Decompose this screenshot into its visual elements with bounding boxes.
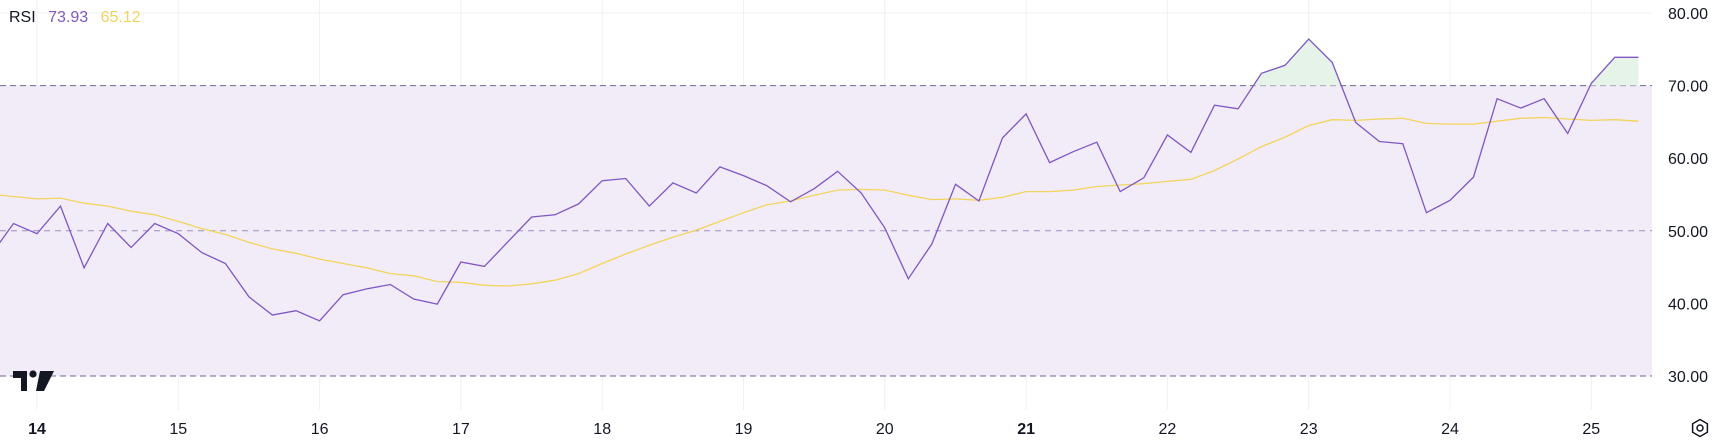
rsi-value: 73.93: [48, 9, 89, 26]
x-tick-label: 23: [1300, 421, 1318, 438]
tradingview-logo-icon[interactable]: [13, 370, 55, 392]
overbought-fill-area: [1590, 57, 1639, 86]
x-tick-label: 19: [735, 421, 753, 438]
x-tick-label: 16: [311, 421, 329, 438]
y-tick-label: 80.00: [1668, 6, 1708, 23]
y-tick-label: 30.00: [1668, 369, 1708, 386]
time-axis[interactable]: 14 15 16 17 18 19 20 21 22 23 24 25: [28, 421, 1600, 438]
x-tick-label: 18: [593, 421, 611, 438]
x-tick-label: 25: [1582, 421, 1600, 438]
indicator-legend[interactable]: RSI 73.93 65.12: [9, 9, 149, 27]
ma-value: 65.12: [100, 9, 141, 26]
price-axis[interactable]: 30.00 40.00 50.00 60.00 70.00 80.00: [1668, 6, 1708, 386]
x-tick-label: 20: [876, 421, 894, 438]
x-tick-label: 14: [28, 421, 46, 438]
rsi-series-line: [0, 38, 1639, 322]
indicator-name: RSI: [9, 9, 36, 26]
rsi-band: [0, 85, 1652, 377]
x-tick-label: 22: [1159, 421, 1177, 438]
y-tick-label: 70.00: [1668, 79, 1708, 96]
y-tick-label: 50.00: [1668, 224, 1708, 241]
settings-gear-icon[interactable]: [1690, 418, 1710, 438]
x-tick-label: 21: [1017, 421, 1035, 438]
chart-series: [0, 38, 1639, 322]
ma-series-line: [0, 116, 1639, 287]
x-tick-label: 15: [169, 421, 187, 438]
overbought-fill: [1253, 39, 1639, 86]
y-tick-label: 60.00: [1668, 151, 1708, 168]
x-tick-label: 24: [1441, 421, 1459, 438]
y-tick-label: 40.00: [1668, 296, 1708, 313]
x-tick-label: 17: [452, 421, 470, 438]
overbought-fill-area: [1253, 39, 1342, 86]
